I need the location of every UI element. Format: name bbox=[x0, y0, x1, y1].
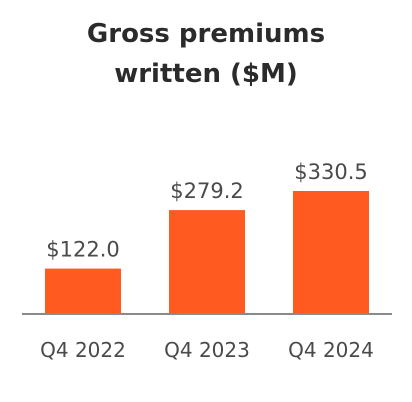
value-label: $122.0 bbox=[46, 238, 119, 262]
bars-group bbox=[45, 191, 369, 314]
x-tick-label: Q4 2022 bbox=[40, 338, 126, 362]
bar-q4-2022 bbox=[45, 268, 121, 314]
value-labels-group: $122.0 $279.2 $330.5 bbox=[46, 160, 367, 262]
bar-q4-2024 bbox=[293, 191, 369, 314]
chart-title-line-1: Gross premiums bbox=[86, 19, 326, 49]
bar-q4-2023 bbox=[169, 210, 245, 314]
x-tick-label: Q4 2024 bbox=[288, 338, 374, 362]
value-label: $330.5 bbox=[294, 160, 367, 184]
value-label: $279.2 bbox=[170, 179, 243, 203]
tick-labels-group: Q4 2022 Q4 2023 Q4 2024 bbox=[40, 338, 374, 362]
x-tick-label: Q4 2023 bbox=[164, 338, 250, 362]
chart-title-line-2: written ($M) bbox=[114, 59, 298, 89]
chart-title: Gross premiums written ($M) bbox=[0, 14, 412, 94]
